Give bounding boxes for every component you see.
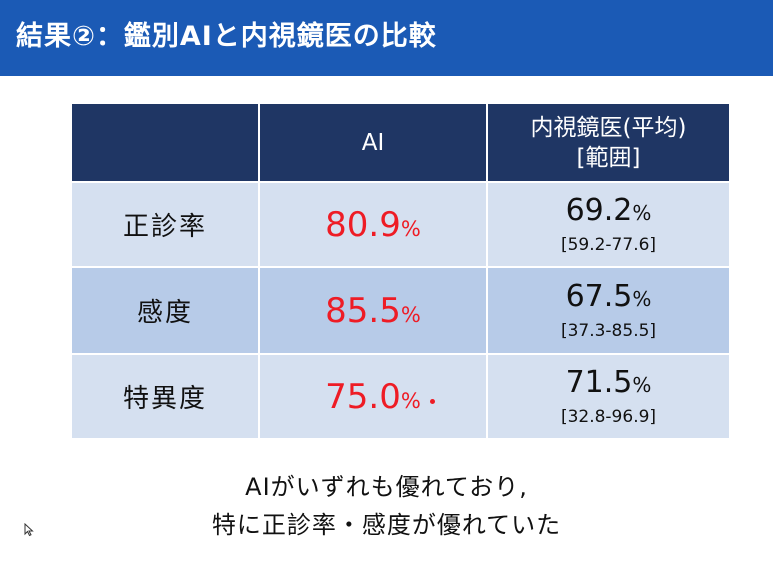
header-endoscopist-label: 内視鏡医(平均) [530,114,687,141]
mouse-pointer-icon [24,522,34,541]
endoscopist-range: [37.3-85.5] [560,320,657,341]
conclusion-line-1: AIがいずれも優れており, [245,473,528,501]
ai-value-cell: 75.0% [260,355,486,438]
ai-value-cell: 80.9% [260,183,486,266]
endoscopist-value: 69.2% [565,192,652,228]
row-label: 感度 [136,298,193,328]
conclusion-text: AIがいずれも優れており, 特に正診率・感度が優れていた [0,468,773,544]
endoscopist-value-cell: 71.5% [32.8-96.9] [488,355,729,438]
header-endoscopist-sublabel: [範囲] [576,144,641,171]
row-label-cell: 正診率 [72,183,258,266]
ai-value: 75.0% [325,376,421,417]
endoscopist-range: [32.8-96.9] [560,406,657,427]
header-ai-label: AI [361,129,385,156]
row-label-cell: 感度 [72,268,258,353]
header-endoscopist-cell: 内視鏡医(平均) [範囲] [488,104,729,181]
slide-header: 結果②：鑑別AIと内視鏡医の比較 [0,0,773,76]
slide-title: 結果②：鑑別AIと内視鏡医の比較 [16,21,437,52]
ai-value: 85.5% [325,290,421,331]
conclusion-line-2: 特に正診率・感度が優れていた [211,511,562,539]
header-empty-cell [72,104,258,181]
row-label: 特異度 [122,384,207,414]
endoscopist-value-cell: 67.5% [37.3-85.5] [488,268,729,353]
comparison-table: AI 内視鏡医(平均) [範囲] 正診率 80.9% 69.2% [59.2-7… [72,104,729,438]
row-label-cell: 特異度 [72,355,258,438]
endoscopist-value: 71.5% [565,364,652,400]
endoscopist-value-cell: 69.2% [59.2-77.6] [488,183,729,266]
header-ai-cell: AI [260,104,486,181]
endoscopist-range: [59.2-77.6] [560,234,657,255]
row-label: 正診率 [122,212,207,242]
endoscopist-value: 67.5% [565,278,652,314]
ai-value-cell: 85.5% [260,268,486,353]
ai-value: 80.9% [325,204,421,245]
laser-pointer-dot [430,399,435,404]
